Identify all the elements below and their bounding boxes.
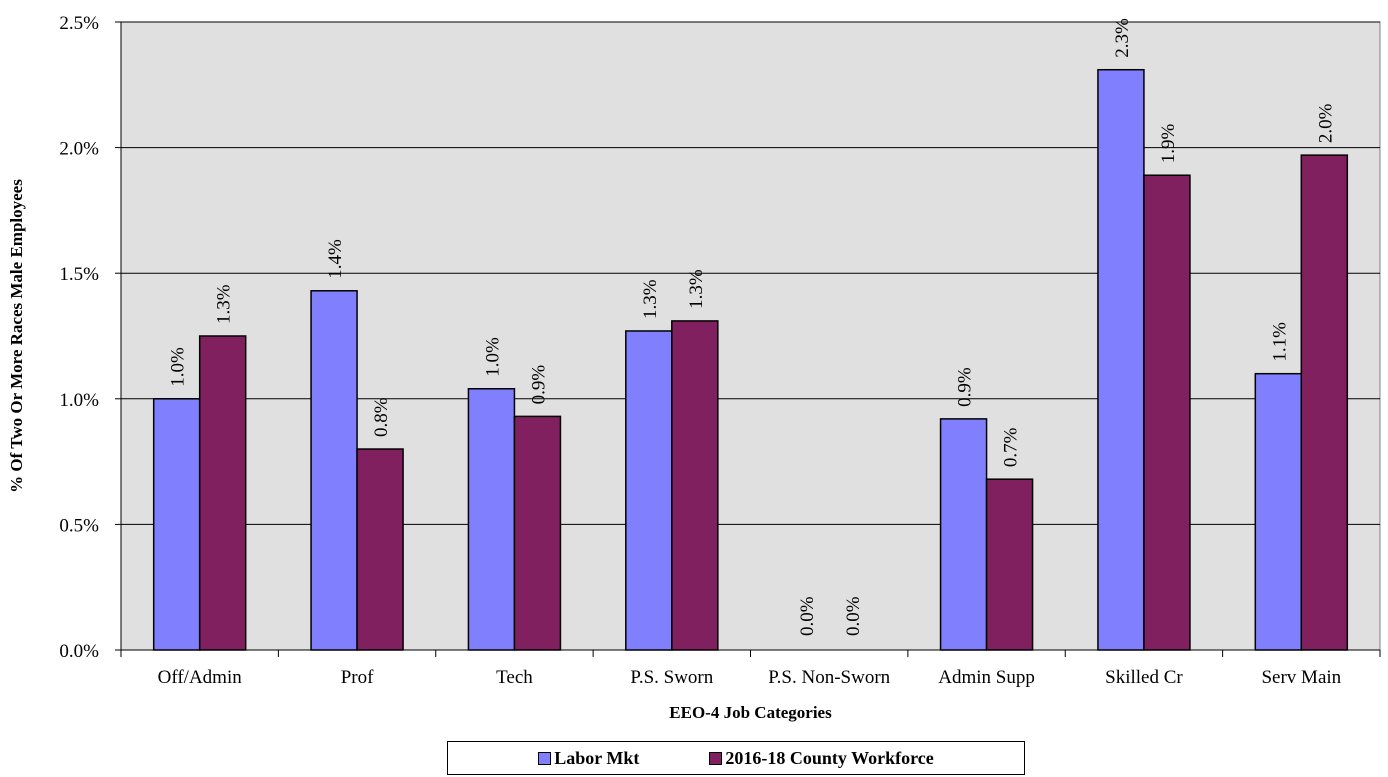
data-label: 1.3% bbox=[686, 269, 707, 309]
data-label: 1.4% bbox=[325, 239, 346, 279]
bar-labor-mkt bbox=[310, 290, 358, 651]
legend-label-county-workforce: 2016-18 County Workforce bbox=[725, 747, 934, 768]
x-category-labels: Off/Admin Prof Tech P.S. Sworn P.S. Non-Swor… bbox=[158, 667, 1342, 688]
bar-labor-mkt bbox=[1254, 372, 1303, 651]
bar-county-workforce bbox=[513, 415, 562, 651]
data-label: 1.9% bbox=[1158, 123, 1179, 163]
x-category-label: Admin Supp bbox=[938, 667, 1035, 688]
x-category-label: P.S. Sworn bbox=[630, 667, 713, 688]
legend-item-county-workforce: 2016-18 County Workforce bbox=[709, 747, 934, 769]
x-category-label: Prof bbox=[341, 667, 374, 688]
x-category-label: Tech bbox=[496, 667, 533, 688]
bar-labor-mkt bbox=[625, 330, 673, 651]
y-axis-title: % Of Two Or More Races Male Employees bbox=[7, 179, 26, 493]
legend-swatch-county-workforce bbox=[709, 751, 723, 765]
bar-labor-mkt bbox=[152, 398, 201, 651]
bar-county-workforce bbox=[356, 448, 404, 651]
bar-county-workforce bbox=[1143, 174, 1191, 651]
bar-county-workforce bbox=[198, 335, 247, 651]
data-label: 1.0% bbox=[168, 347, 189, 387]
data-label: 1.0% bbox=[482, 337, 503, 377]
data-label: 0.7% bbox=[1001, 427, 1022, 467]
legend: Labor Mkt 2016-18 County Workforce bbox=[447, 741, 1025, 775]
data-label: 0.8% bbox=[371, 397, 392, 437]
x-category-label: Skilled Cr bbox=[1105, 667, 1183, 688]
y-tick-label: 1.5% bbox=[59, 264, 99, 285]
x-axis-title: EEO-4 Job Categories bbox=[669, 703, 832, 722]
data-label: 0.9% bbox=[528, 365, 549, 405]
bar-labor-mkt bbox=[1097, 68, 1145, 651]
data-label: 0.0% bbox=[843, 596, 864, 636]
data-label: 1.3% bbox=[214, 284, 235, 324]
y-tick-label: 0.0% bbox=[59, 641, 99, 662]
x-category-label: Serv Main bbox=[1261, 667, 1341, 688]
y-tick-label: 0.5% bbox=[59, 515, 99, 536]
data-label: 0.9% bbox=[955, 367, 976, 407]
legend-item-labor-mkt: Labor Mkt bbox=[538, 748, 639, 769]
legend-label-labor-mkt: Labor Mkt bbox=[554, 747, 640, 768]
data-label: 1.1% bbox=[1269, 322, 1290, 362]
data-label: 2.3% bbox=[1112, 18, 1133, 58]
bar-county-workforce bbox=[1300, 154, 1349, 651]
x-category-label: Off/Admin bbox=[158, 667, 243, 688]
y-tick-label: 1.0% bbox=[59, 390, 99, 411]
data-label: 0.0% bbox=[797, 596, 818, 636]
data-labels: 1.0% 1.3% 1.4% 0.8% 1.0% 0.9% 1.3% 1.3% 0.0% 0.0%… bbox=[168, 18, 1337, 636]
bar-labor-mkt bbox=[467, 388, 516, 651]
y-tick-label: 2.0% bbox=[59, 139, 99, 160]
bar-chart: 0.0% 0.5% 1.0% 1.5% 2.0% 2.5% Off/Admin Prof Te… bbox=[7, 13, 1381, 722]
y-tick-labels: 0.0% 0.5% 1.0% 1.5% 2.0% 2.5% bbox=[59, 13, 99, 662]
y-tick-label: 2.5% bbox=[59, 13, 99, 34]
legend-swatch-labor-mkt bbox=[538, 751, 552, 765]
x-category-label: P.S. Non-Sworn bbox=[768, 667, 890, 688]
axes bbox=[115, 21, 1381, 657]
data-label: 1.3% bbox=[640, 279, 661, 319]
bar-county-workforce bbox=[671, 320, 719, 651]
bar-labor-mkt bbox=[939, 418, 988, 651]
bars bbox=[152, 68, 1349, 651]
bar-county-workforce bbox=[985, 478, 1034, 651]
data-label: 2.0% bbox=[1315, 103, 1336, 143]
plot-area bbox=[120, 21, 1381, 651]
